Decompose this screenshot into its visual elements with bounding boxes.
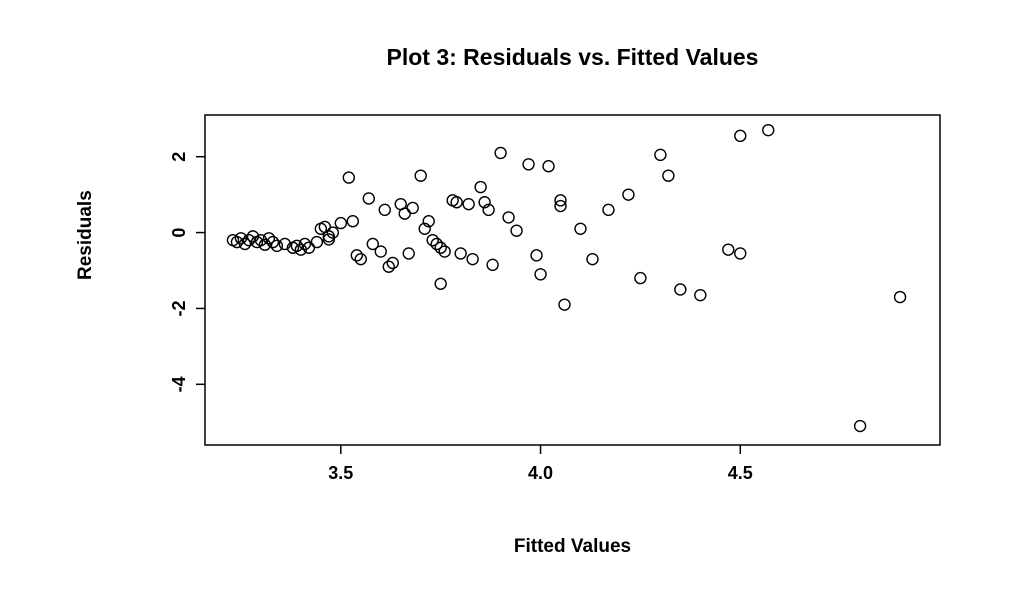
data-point — [406, 201, 419, 215]
data-point — [762, 123, 775, 137]
data-point — [478, 196, 491, 209]
data-point — [322, 230, 336, 243]
data-point — [438, 245, 451, 258]
data-point — [278, 237, 292, 251]
data-point — [530, 249, 543, 262]
data-point — [522, 158, 535, 171]
data-point — [322, 233, 336, 246]
data-point — [482, 203, 495, 217]
data-point — [302, 241, 316, 254]
data-point — [434, 241, 447, 254]
x-tick-label: 4.5 — [728, 463, 753, 483]
data-point — [386, 256, 399, 270]
data-point — [558, 298, 571, 311]
data-point — [398, 207, 411, 220]
data-point — [510, 224, 523, 237]
data-point — [694, 288, 707, 302]
data-point — [426, 233, 439, 247]
data-point — [382, 260, 395, 273]
data-point — [434, 277, 447, 290]
data-point — [266, 235, 280, 249]
data-point — [238, 237, 252, 251]
data-point — [554, 194, 567, 207]
data-point — [230, 235, 244, 249]
data-point — [290, 239, 304, 253]
data-point — [893, 290, 907, 304]
plot-border — [204, 114, 941, 446]
data-point — [734, 247, 747, 260]
data-point — [502, 211, 515, 224]
data-point — [334, 216, 348, 230]
y-tick-label: 0 — [169, 228, 189, 238]
data-point — [662, 169, 675, 182]
data-point — [574, 222, 587, 235]
data-point — [554, 199, 567, 213]
data-point — [342, 171, 356, 184]
data-point — [262, 232, 276, 245]
data-point — [422, 215, 435, 228]
data-point — [534, 268, 547, 281]
x-axis-label: Fitted Values — [513, 536, 632, 557]
data-point — [734, 129, 747, 143]
data-point — [450, 196, 463, 209]
data-point — [366, 237, 379, 251]
data-point — [310, 235, 324, 249]
data-point — [242, 233, 256, 247]
x-tick-label: 4.0 — [528, 463, 553, 483]
y-tick-label: 2 — [169, 152, 189, 162]
data-point — [430, 237, 443, 251]
data-point — [853, 419, 867, 433]
data-point — [346, 215, 359, 228]
data-point — [362, 192, 375, 205]
data-point — [486, 258, 499, 272]
data-point — [418, 222, 431, 235]
data-point — [414, 169, 427, 182]
data-point — [258, 238, 272, 251]
data-point — [634, 271, 647, 285]
x-tick-label: 3.5 — [328, 463, 353, 483]
data-point — [270, 239, 284, 253]
y-tick-label: -4 — [169, 376, 189, 392]
data-point — [254, 233, 268, 247]
data-point — [354, 252, 367, 266]
data-point — [722, 243, 735, 256]
data-point — [474, 180, 487, 194]
data-point — [622, 188, 635, 201]
data-point — [454, 247, 467, 260]
data-point — [374, 245, 387, 258]
data-point — [378, 203, 391, 217]
data-point — [350, 249, 363, 262]
data-point — [586, 252, 599, 266]
y-tick-label: -2 — [169, 300, 189, 316]
data-point — [542, 160, 555, 173]
data-point — [466, 252, 479, 266]
data-point — [654, 148, 667, 162]
data-point — [326, 226, 340, 239]
data-point — [602, 203, 615, 217]
data-point — [462, 197, 475, 211]
data-point — [674, 283, 687, 296]
data-point — [298, 237, 312, 251]
chart-title: Plot 3: Residuals vs. Fitted Values — [386, 44, 759, 70]
data-point — [402, 247, 415, 260]
data-point — [494, 146, 507, 160]
